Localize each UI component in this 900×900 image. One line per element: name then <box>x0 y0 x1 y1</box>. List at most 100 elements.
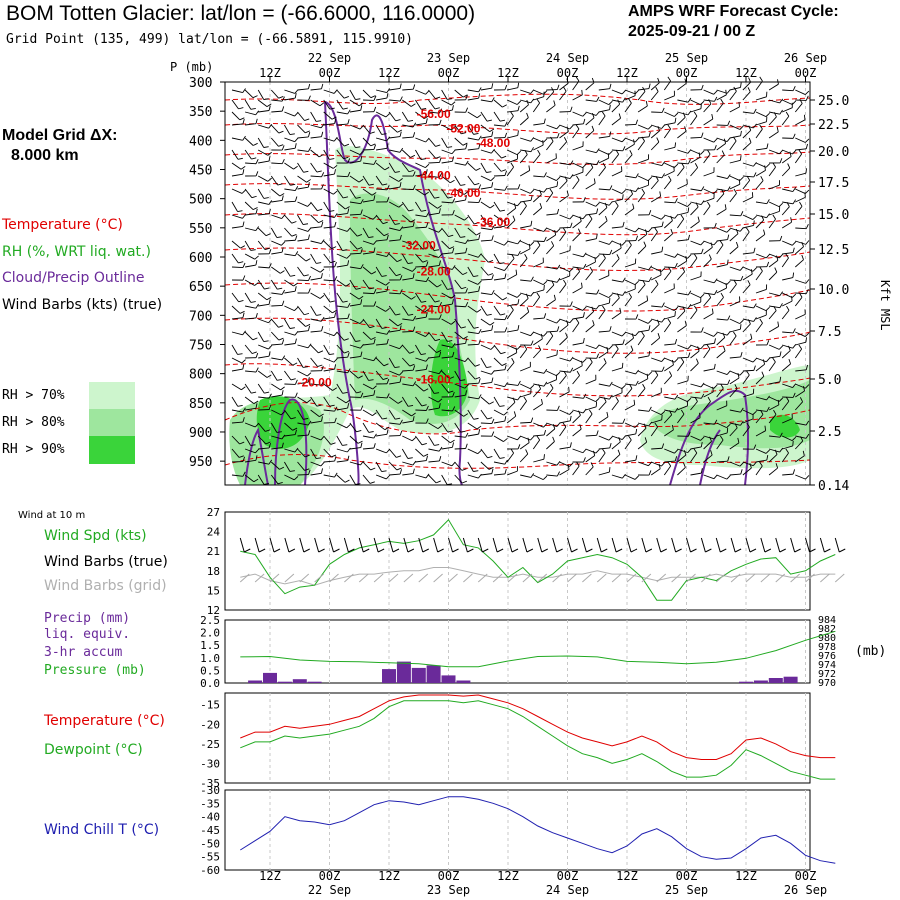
wind-barb-flag <box>722 332 726 338</box>
wind-barb-staff <box>716 208 727 216</box>
wind-barb-233 <box>323 292 335 303</box>
wind-barb-456 <box>415 364 428 372</box>
wind-barb-staff <box>323 111 333 120</box>
wind-barb-staff <box>467 227 477 236</box>
wind-barb-10 <box>231 214 246 219</box>
wind-barb-flag <box>510 162 514 168</box>
wind-barb-1183 <box>729 136 737 151</box>
wind-barb-875 <box>598 162 606 177</box>
wind-barb-195 <box>310 201 323 212</box>
wind-barb-staff <box>703 89 714 95</box>
wind-barb-1295 <box>768 396 784 402</box>
wind-barb-staff <box>362 240 374 245</box>
wind-barb-staff <box>284 370 292 381</box>
wind-barb-1052 <box>664 456 678 463</box>
wind-barb-1309 <box>781 163 791 177</box>
wind-barb-flag <box>386 234 389 240</box>
wind-barb-325 <box>362 279 375 290</box>
wind-barb-1045 <box>664 359 674 372</box>
wind-barb-748 <box>546 132 560 139</box>
wind-barb-staff <box>349 356 361 359</box>
wind-barb-flag <box>805 95 809 101</box>
wind-barb-701 <box>520 331 535 337</box>
wind-barb-234 <box>323 305 337 314</box>
wind-barb-staff <box>794 401 803 411</box>
wind-barb-flag <box>251 351 257 354</box>
wind-barb-208 <box>310 365 324 372</box>
wind-barb-staff <box>362 227 369 238</box>
wind-barb-staff <box>729 279 741 282</box>
wind-barb-staff <box>388 448 397 458</box>
wind-barb-333 <box>362 383 377 390</box>
wind-barb-flag <box>281 247 284 253</box>
wind-barb-flag <box>268 404 272 410</box>
wind-barb-448 <box>415 261 429 268</box>
wind-barb-624 <box>493 132 508 139</box>
wind-barb-886 <box>598 305 606 320</box>
wind-barb-799 <box>559 386 570 398</box>
wind-barb-staff <box>729 246 739 255</box>
wind-barb-staff <box>244 253 256 260</box>
chart-title: BOM Totten Glacier: lat/lon = (-66.6000,… <box>6 2 476 25</box>
wind-barb-1141 <box>703 396 711 411</box>
wind-barb-flag <box>373 247 376 253</box>
wind-barb-staff <box>375 318 383 329</box>
wind-barb-staff <box>244 89 254 98</box>
wind-barb-flag <box>373 301 377 307</box>
wind-barb-380 <box>389 182 402 190</box>
wind-barb-264 <box>336 292 348 303</box>
wind-barb-staff <box>388 253 398 262</box>
wind-barb-flag <box>500 351 506 355</box>
wind-barb-staff <box>349 124 361 130</box>
wind-barb-staff <box>480 292 492 295</box>
wind-barb-673 <box>506 357 515 372</box>
wind-barb-staff <box>244 149 252 160</box>
wind-barb-1173 <box>716 422 731 429</box>
wind-barb-staff <box>637 233 648 242</box>
wind-barb-staff <box>349 137 356 148</box>
pressure-tick-label: 300 <box>189 76 212 91</box>
wind-barb-staff <box>585 111 597 116</box>
pressure-tick-label: 500 <box>189 193 212 208</box>
wind-barb-6 <box>231 162 246 170</box>
wind-barb-staff <box>546 354 558 359</box>
wind-barb-1083 <box>677 450 687 463</box>
dewpoint-label: Dewpoint (°C) <box>44 742 143 758</box>
wind-barb-staff <box>284 434 296 437</box>
wind-barb-staff <box>598 383 610 387</box>
wind-barb-flag <box>748 125 752 131</box>
pressure-tick-label: 350 <box>189 105 212 120</box>
wind-barb-1072 <box>677 306 686 320</box>
wind-barb-staff <box>454 318 462 329</box>
wind-barb-staff <box>507 87 518 91</box>
wind-barb-99 <box>271 158 285 165</box>
bottom-time-label: 12Z <box>259 869 281 883</box>
pressure-ytick: 978 <box>818 642 836 653</box>
wind-barb-staff <box>781 206 790 216</box>
wind10-panel-frame <box>224 511 811 611</box>
wind-barb-flag <box>648 461 653 467</box>
wind-barb-flag <box>528 243 531 249</box>
wind-barb-flag <box>648 265 653 271</box>
pressure-tick-label: 900 <box>189 426 212 441</box>
wind-barb-flag <box>369 481 375 484</box>
wind-barb-flag <box>447 98 453 100</box>
wind-barb-staff <box>284 200 296 203</box>
wind-barb-370 <box>375 461 387 472</box>
wind-barb-40 <box>244 201 258 211</box>
wind-barb-622 <box>493 111 506 122</box>
wind-barb-flag <box>543 381 548 387</box>
wind-barb-staff <box>467 148 479 151</box>
wind-barb-670 <box>507 325 520 333</box>
wind-barb-staff <box>441 446 453 450</box>
wind-barb-staff <box>768 326 779 333</box>
wind-barb-staff <box>664 162 675 168</box>
wind-barb-staff <box>677 183 688 190</box>
wind-barb-flag <box>425 312 428 318</box>
wind-barb-907 <box>611 188 626 194</box>
wind-barb-317 <box>362 175 374 186</box>
wind-barb-staff <box>270 370 278 381</box>
wind-barb-staff <box>428 201 438 209</box>
wind-barb-flag <box>609 326 612 332</box>
wind-barb-705 <box>520 383 535 390</box>
